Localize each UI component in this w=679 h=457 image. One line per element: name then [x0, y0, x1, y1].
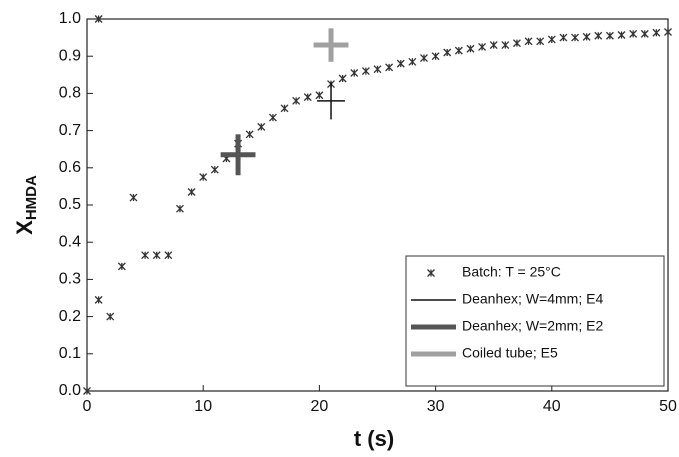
batch-point	[547, 35, 556, 44]
batch-point	[176, 204, 184, 213]
batch-point	[385, 63, 394, 72]
batch-point	[268, 113, 277, 122]
batch-point	[152, 251, 161, 260]
batch-point	[315, 91, 324, 100]
batch-point	[489, 41, 498, 49]
batch-point	[536, 37, 545, 46]
y-label-text: X	[12, 220, 37, 235]
batch-point	[83, 387, 91, 395]
batch-point	[571, 33, 579, 42]
batch-point	[280, 104, 289, 113]
legend-box	[405, 255, 665, 387]
batch-point	[129, 193, 138, 202]
batch-point	[454, 46, 463, 55]
batch-point	[466, 44, 475, 53]
batch-point	[559, 33, 568, 42]
batch-point	[94, 15, 103, 23]
batch-point	[652, 28, 661, 37]
y-tick-label: 0.4	[59, 233, 81, 250]
batch-point	[106, 312, 115, 321]
y-tick-label: 0.8	[59, 85, 81, 102]
batch-point	[199, 173, 208, 182]
batch-point	[210, 165, 219, 174]
batch-point	[629, 29, 638, 38]
batch-point	[257, 122, 266, 131]
legend-label: Coiled tube; E5	[462, 345, 558, 361]
x-tick-label: 10	[194, 398, 212, 415]
x-tick-label: 0	[83, 398, 92, 415]
legend-label: Deanhex; W=4mm; E4	[462, 291, 603, 307]
y-tick-label: 1.0	[59, 10, 81, 27]
y-tick-label: 0.1	[59, 345, 81, 362]
batch-point	[141, 251, 150, 260]
legend-label: Batch: T = 25°C	[462, 264, 561, 280]
batch-point	[582, 32, 591, 41]
batch-point	[350, 68, 359, 77]
y-axis-label: XHMDA	[12, 175, 40, 235]
y-tick-label: 0.3	[59, 271, 81, 288]
y-tick-label: 0.7	[59, 122, 81, 139]
x-tick-label: 30	[427, 398, 445, 415]
batch-point	[478, 42, 487, 51]
batch-point	[396, 59, 405, 68]
batch-point	[501, 41, 510, 49]
x-tick-label: 20	[311, 398, 329, 415]
batch-point	[512, 39, 521, 48]
batch-point	[664, 28, 672, 36]
x-axis-label: t (s)	[354, 426, 394, 451]
batch-point	[408, 57, 417, 66]
batch-point	[94, 295, 103, 304]
batch-point	[617, 31, 626, 39]
legend-label: Deanhex; W=2mm; E2	[462, 318, 603, 334]
batch-point	[187, 188, 196, 196]
batch-point	[443, 48, 452, 57]
batch-point	[303, 93, 312, 102]
batch-point	[245, 130, 254, 139]
y-axis-label-main: XHMDA	[12, 175, 40, 235]
y-tick-label: 0.0	[59, 382, 81, 399]
batch-point	[117, 262, 126, 271]
batch-point	[292, 96, 301, 105]
batch-point	[361, 67, 370, 76]
batch-point	[640, 29, 649, 38]
y-label-subscript: HMDA	[23, 175, 40, 220]
batch-point	[420, 54, 428, 63]
batch-point	[524, 37, 533, 46]
batch-point	[605, 31, 614, 40]
y-tick-label: 0.5	[59, 196, 81, 213]
batch-point	[338, 74, 347, 83]
x-tick-label: 40	[543, 398, 561, 415]
legend-marker	[427, 269, 435, 277]
batch-point	[594, 31, 603, 40]
y-tick-label: 0.9	[59, 47, 81, 64]
legend: Batch: T = 25°C Deanhex; W=4mm; E4 Deanhex…	[405, 255, 665, 387]
x-tick-label: 50	[659, 398, 677, 415]
batch-point	[431, 52, 440, 61]
y-tick-label: 0.2	[59, 308, 81, 325]
batch-point	[373, 65, 382, 74]
batch-point	[164, 251, 173, 260]
y-tick-label: 0.6	[59, 159, 81, 176]
